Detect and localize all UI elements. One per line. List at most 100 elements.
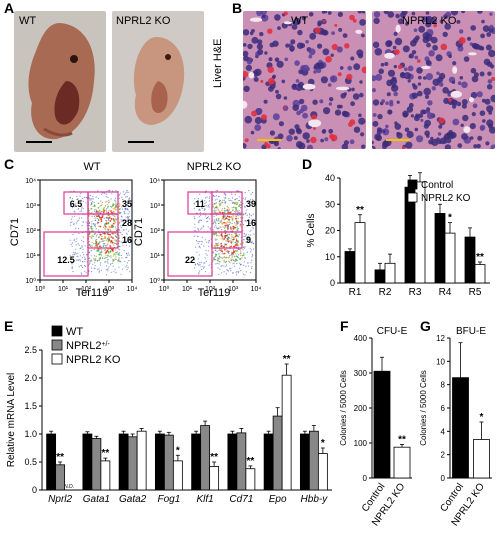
flow-event-dense bbox=[230, 259, 233, 262]
nucleus-dot bbox=[486, 105, 494, 113]
he-ko-texture bbox=[372, 11, 495, 149]
flow-event bbox=[128, 245, 131, 247]
flow-event-dense bbox=[101, 257, 104, 259]
flow-event-core bbox=[229, 211, 232, 214]
flow-event-core bbox=[234, 226, 236, 229]
x-tick-label: Epo bbox=[269, 494, 287, 505]
flow-event bbox=[127, 213, 129, 215]
flow-event bbox=[216, 189, 219, 192]
flow-event bbox=[196, 251, 198, 253]
nucleus-dot bbox=[459, 29, 464, 34]
flow-event-dense bbox=[99, 241, 101, 243]
flow-event bbox=[198, 209, 200, 211]
flow-event-dense bbox=[92, 205, 94, 208]
flow-wt-title: WT bbox=[83, 161, 100, 173]
flow-event bbox=[233, 262, 235, 264]
nucleus-dot bbox=[328, 102, 333, 106]
flow-event-dense bbox=[238, 205, 240, 207]
flow-event bbox=[239, 199, 241, 201]
flow-event-dense bbox=[97, 207, 100, 209]
flow-event-core bbox=[97, 221, 99, 224]
nucleus-dot bbox=[411, 11, 416, 16]
flow-event bbox=[221, 208, 223, 210]
flow-event bbox=[96, 239, 98, 241]
flow-event bbox=[237, 271, 239, 274]
y-axis-label: Colonies / 5000 Cells bbox=[339, 370, 348, 446]
flow-event bbox=[72, 271, 74, 273]
bar bbox=[200, 425, 211, 491]
nucleus-dot bbox=[292, 83, 297, 88]
legend-swatch bbox=[51, 325, 63, 337]
nucleus-dot bbox=[461, 99, 468, 105]
flow-event bbox=[128, 191, 130, 193]
flow-event bbox=[219, 255, 221, 257]
flow-event bbox=[250, 241, 252, 244]
bar bbox=[191, 433, 202, 491]
flow-event bbox=[197, 198, 199, 200]
flow-event bbox=[198, 273, 200, 275]
flow-event bbox=[121, 225, 123, 227]
rbc-dot bbox=[334, 23, 338, 27]
nucleus-dot bbox=[427, 100, 433, 106]
flow-event bbox=[209, 227, 211, 229]
flow-event bbox=[95, 228, 97, 230]
flow-event bbox=[201, 236, 203, 238]
flow-event-dense bbox=[97, 202, 100, 205]
flow-event-dense bbox=[230, 258, 232, 260]
flow-event-dense bbox=[230, 215, 232, 218]
flow-event bbox=[98, 270, 100, 272]
flow-event bbox=[233, 265, 236, 267]
flow-event bbox=[74, 252, 76, 254]
flow-event-dense bbox=[94, 224, 96, 227]
nucleus-dot bbox=[416, 135, 424, 143]
flow-event-core bbox=[232, 228, 235, 230]
flow-event-core bbox=[225, 217, 227, 220]
flow-event bbox=[238, 270, 240, 272]
flow-event-dense bbox=[98, 225, 100, 227]
flow-event bbox=[224, 262, 227, 264]
significance-mark: ** bbox=[210, 452, 218, 463]
flow-event-core bbox=[223, 245, 225, 248]
nucleus-dot bbox=[460, 123, 464, 128]
flow-event bbox=[197, 258, 199, 260]
nucleus-dot bbox=[372, 75, 377, 82]
flow-event bbox=[223, 199, 226, 201]
rbc-dot bbox=[352, 18, 357, 23]
nucleus-dot bbox=[423, 87, 431, 96]
flow-event bbox=[91, 198, 93, 200]
flow-event-dense bbox=[231, 235, 233, 238]
flow-event bbox=[231, 251, 233, 253]
nucleus-dot bbox=[253, 77, 259, 82]
flow-event bbox=[104, 205, 107, 207]
rbc-dot bbox=[433, 23, 437, 28]
flow-event-dense bbox=[108, 201, 111, 203]
flow-event bbox=[106, 244, 108, 246]
flow-event-dense bbox=[237, 256, 239, 259]
flow-event bbox=[198, 206, 200, 208]
flow-event-dense bbox=[222, 218, 225, 221]
flow-event-dense bbox=[232, 201, 234, 204]
flow-event bbox=[228, 223, 231, 226]
flow-event bbox=[207, 250, 209, 252]
flow-event bbox=[226, 240, 228, 242]
sinusoid-space bbox=[463, 126, 471, 133]
flow-event bbox=[80, 247, 82, 249]
flow-event bbox=[92, 198, 94, 200]
flow-event bbox=[200, 214, 202, 216]
flow-event bbox=[91, 201, 94, 203]
flow-event bbox=[81, 257, 83, 259]
nucleus-dot bbox=[277, 26, 281, 30]
flow-event bbox=[220, 256, 222, 258]
flow-y-tick-label: 10² bbox=[150, 228, 161, 235]
nucleus-dot bbox=[395, 13, 400, 19]
flow-event bbox=[125, 220, 127, 222]
nucleus-dot bbox=[298, 98, 305, 105]
flow-event bbox=[198, 241, 201, 243]
flow-event-core bbox=[224, 224, 227, 227]
flow-event-core bbox=[233, 238, 235, 241]
nucleus-dot bbox=[407, 65, 414, 72]
flow-event bbox=[218, 273, 220, 276]
nucleus-dot bbox=[320, 138, 324, 143]
flow-event-dense bbox=[106, 237, 109, 240]
flow-event bbox=[228, 233, 230, 235]
